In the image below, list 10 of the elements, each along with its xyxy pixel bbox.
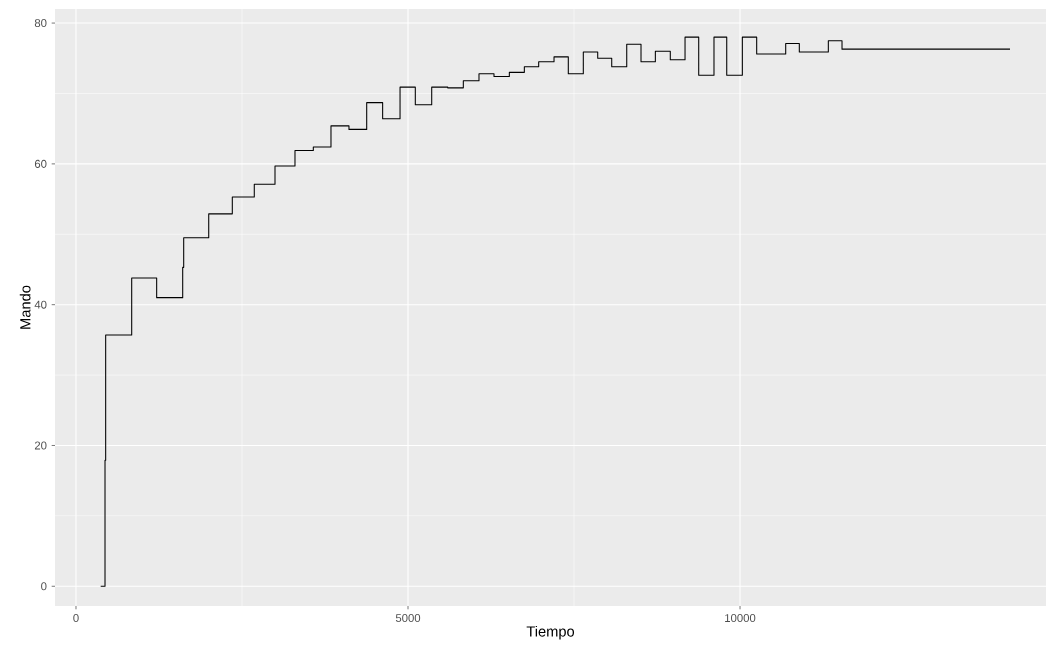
x-tick-label: 0 (73, 614, 79, 623)
y-tick-label: 40 (34, 300, 47, 309)
x-tick-label: 10000 (725, 614, 756, 623)
y-tick-label: 0 (41, 582, 47, 591)
y-axis-title: Mando (19, 285, 31, 329)
x-axis-title: Tiempo (526, 625, 575, 640)
y-tick-label: 20 (34, 441, 47, 450)
x-tick-label: 5000 (395, 614, 421, 623)
y-tick-label: 80 (34, 19, 47, 28)
y-tick-label: 60 (34, 159, 47, 168)
